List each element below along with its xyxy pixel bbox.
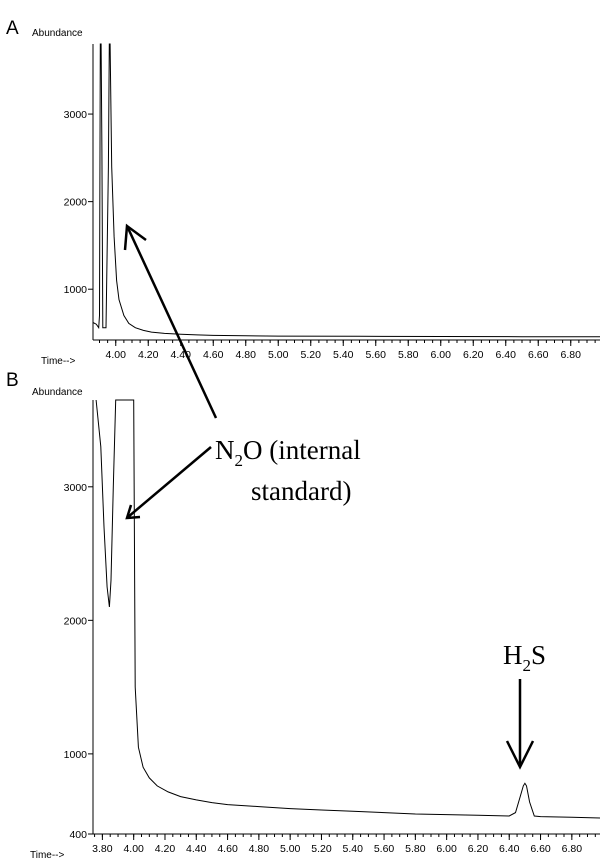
h2s-annotation: H2S: [503, 640, 546, 770]
y-tick-label: 1000: [64, 284, 88, 296]
panel-b-x-axis-label: Time-->: [30, 850, 65, 861]
x-tick-label: 6.40: [499, 843, 520, 855]
x-tick-label: 5.00: [280, 843, 301, 855]
x-tick-label: 6.00: [431, 349, 452, 361]
x-tick-label: 4.20: [138, 349, 159, 361]
x-tick-label: 5.00: [268, 349, 289, 361]
y-tick-label: 2000: [64, 615, 88, 627]
panel-a-x-ticks: 4.00 4.20 4.40 4.60 4.80 5.00 5.20 5.40 5.60 5.80…: [99, 340, 596, 361]
x-tick-label: 6.80: [562, 843, 583, 855]
x-tick-label: 5.80: [398, 349, 419, 361]
x-tick-label: 5.60: [366, 349, 387, 361]
panel-b-x-ticks: 3.80 4.00 4.20 4.40 4.60 4.80 5.00 5.20 5.40 5.60…: [92, 834, 596, 855]
x-tick-label: 5.40: [343, 843, 364, 855]
panel-b-y-ticks: 400 1000 2000 3000: [64, 482, 93, 841]
x-tick-label: 4.60: [217, 843, 238, 855]
x-tick-label: 5.20: [311, 843, 332, 855]
x-tick-label: 6.20: [463, 349, 484, 361]
x-tick-label: 4.60: [203, 349, 224, 361]
x-tick-label: 4.40: [186, 843, 207, 855]
n2o-arrow-b-head: [125, 504, 141, 520]
x-tick-label: 6.40: [496, 349, 517, 361]
x-tick-label: 5.20: [301, 349, 322, 361]
n2o-arrow-b-shaft: [127, 446, 212, 518]
x-tick-label: 4.80: [249, 843, 270, 855]
x-tick-label: 6.60: [528, 349, 549, 361]
x-tick-label: 6.80: [561, 349, 582, 361]
panel-a-x-axis-label: Time-->: [41, 356, 76, 367]
y-tick-label: 2000: [64, 197, 88, 209]
x-tick-label: 4.00: [106, 349, 127, 361]
y-tick-label: 400: [69, 829, 87, 841]
x-tick-label: 6.60: [530, 843, 551, 855]
panel-b: B Abundance 400 1000 2000 3000 3.80 4.00 4.20…: [6, 370, 601, 861]
x-tick-label: 6.00: [436, 843, 457, 855]
y-tick-label: 3000: [64, 482, 88, 494]
n2o-annotation: N2O (internal standard): [123, 223, 361, 520]
x-tick-label: 5.80: [405, 843, 426, 855]
panel-a-y-axis-label: Abundance: [32, 28, 83, 39]
panel-a-y-ticks: 1000 2000 3000: [64, 109, 93, 296]
x-tick-label: 6.20: [468, 843, 489, 855]
x-tick-label: 3.80: [92, 843, 113, 855]
x-tick-label: 5.60: [374, 843, 395, 855]
panel-a-letter: A: [6, 18, 19, 39]
panel-b-letter: B: [6, 370, 19, 391]
y-tick-label: 1000: [64, 749, 88, 761]
h2s-label: H2S: [503, 640, 546, 675]
n2o-label-line2: standard): [251, 476, 351, 506]
x-tick-label: 4.00: [123, 843, 144, 855]
x-tick-label: 5.40: [333, 349, 354, 361]
n2o-arrow-a-shaft: [126, 227, 218, 419]
x-tick-label: 4.20: [155, 843, 176, 855]
panel-b-y-axis-label: Abundance: [32, 387, 83, 398]
panel-a-series-line: [92, 43, 601, 338]
y-tick-label: 3000: [64, 109, 88, 121]
h2s-arrow-head: [505, 740, 535, 770]
panel-b-series-line: [95, 399, 601, 819]
x-tick-label: 4.80: [236, 349, 257, 361]
n2o-arrow-a-head: [123, 223, 147, 251]
n2o-label-line1: N2O (internal: [215, 435, 361, 470]
